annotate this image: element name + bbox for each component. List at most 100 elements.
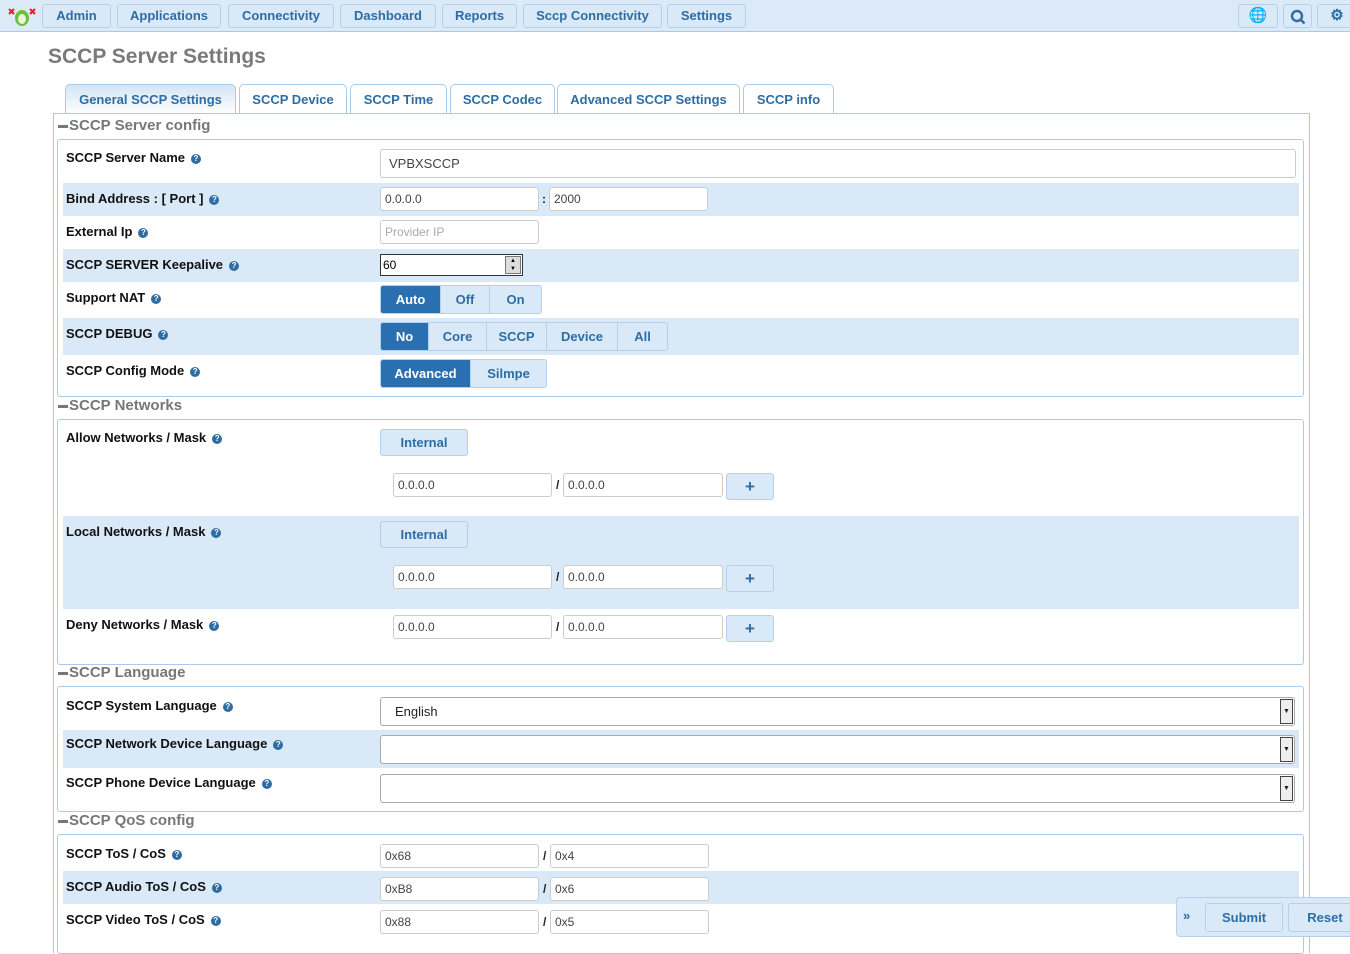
debug-core[interactable]: Core	[429, 323, 487, 350]
help-icon[interactable]: ?	[158, 330, 169, 340]
chevron-down-icon: ▼	[1280, 776, 1293, 801]
debug-all[interactable]: All	[618, 323, 667, 350]
logo-icon[interactable]	[6, 5, 38, 27]
search-icon[interactable]	[1283, 4, 1312, 28]
nav-settings[interactable]: Settings	[667, 4, 746, 28]
collapse-icon	[58, 404, 68, 408]
phone-device-language-select[interactable]: ▼	[380, 774, 1295, 803]
nav-applications[interactable]: Applications	[117, 4, 221, 28]
spinner-icon[interactable]: ▲ ▼	[505, 256, 521, 274]
help-icon[interactable]: ?	[209, 195, 220, 205]
help-icon[interactable]: ?	[171, 850, 182, 860]
nat-off[interactable]: Off	[441, 286, 490, 313]
separator: :	[542, 192, 546, 206]
section-networks[interactable]: SCCP Networks	[58, 397, 182, 414]
audio-cos-input[interactable]: 0x6	[550, 877, 709, 901]
add-local-network-button[interactable]: +	[726, 565, 774, 592]
label: SCCP Phone Device Language?	[66, 775, 272, 790]
mode-toggle-group: Advanced Silmpe	[380, 359, 547, 388]
language-icon[interactable]: 🌐	[1238, 4, 1278, 28]
help-icon[interactable]: ?	[190, 367, 201, 377]
help-icon[interactable]: ?	[261, 779, 272, 789]
allow-internal-button[interactable]: Internal	[380, 429, 468, 456]
row-external-ip: External Ip? Provider IP	[63, 216, 1299, 249]
nav-reports[interactable]: Reports	[442, 4, 517, 28]
debug-toggle-group: No Core SCCP Device All	[380, 322, 668, 351]
tab-info[interactable]: SCCP info	[743, 84, 834, 114]
help-icon[interactable]: ?	[211, 883, 222, 893]
page-title: SCCP Server Settings	[48, 45, 266, 68]
nav-admin[interactable]: Admin	[42, 4, 111, 28]
server-config-box	[57, 139, 1304, 397]
help-icon[interactable]: ?	[151, 294, 162, 304]
chevron-down-icon: ▼	[1280, 737, 1293, 762]
help-icon[interactable]: ?	[210, 916, 221, 926]
help-icon[interactable]: ?	[273, 740, 284, 750]
allow-ip-input[interactable]: 0.0.0.0	[393, 473, 552, 497]
network-device-language-select[interactable]: ▼	[380, 735, 1295, 764]
section-language[interactable]: SCCP Language	[58, 664, 185, 681]
section-qos[interactable]: SCCP QoS config	[58, 812, 195, 829]
mode-advanced[interactable]: Advanced	[381, 360, 471, 387]
label: SCCP SERVER Keepalive?	[66, 257, 240, 272]
bind-address-input[interactable]: 0.0.0.0	[380, 187, 539, 211]
keepalive-input[interactable]: 60 ▲ ▼	[380, 254, 523, 276]
help-icon[interactable]: ?	[222, 702, 233, 712]
cos-input[interactable]: 0x4	[550, 844, 709, 868]
label: Allow Networks / Mask?	[66, 430, 223, 445]
deny-mask-input[interactable]: 0.0.0.0	[563, 615, 723, 639]
debug-device[interactable]: Device	[547, 323, 618, 350]
tos-input[interactable]: 0x68	[380, 844, 539, 868]
external-ip-input[interactable]: Provider IP	[380, 220, 539, 244]
audio-tos-input[interactable]: 0xB8	[380, 877, 539, 901]
nat-auto[interactable]: Auto	[381, 286, 441, 313]
row-keepalive: SCCP SERVER Keepalive? 60 ▲ ▼	[63, 249, 1299, 282]
section-title: SCCP Server config	[69, 117, 211, 134]
submit-button[interactable]: Submit	[1205, 903, 1283, 932]
add-allow-network-button[interactable]: +	[726, 473, 774, 500]
add-deny-network-button[interactable]: +	[726, 615, 774, 642]
label: SCCP DEBUG?	[66, 326, 169, 341]
help-icon[interactable]: ?	[138, 228, 149, 238]
reset-button[interactable]: Reset	[1288, 903, 1350, 932]
debug-no[interactable]: No	[381, 323, 429, 350]
tab-general[interactable]: General SCCP Settings	[65, 84, 236, 114]
video-cos-input[interactable]: 0x5	[550, 910, 709, 934]
help-icon[interactable]: ?	[209, 621, 220, 631]
mode-simple[interactable]: Silmpe	[471, 360, 546, 387]
local-internal-button[interactable]: Internal	[380, 521, 468, 548]
tab-panel	[53, 113, 1310, 953]
server-name-input[interactable]: VPBXSCCP	[380, 149, 1296, 178]
section-server-config[interactable]: SCCP Server config	[58, 117, 210, 134]
nav-connectivity[interactable]: Connectivity	[228, 4, 334, 28]
collapse-icon	[58, 819, 68, 823]
system-language-select[interactable]: English ▼	[380, 697, 1295, 726]
nav-sccp-connectivity[interactable]: Sccp Connectivity	[523, 4, 662, 28]
tab-codec[interactable]: SCCP Codec	[450, 84, 555, 114]
deny-ip-input[interactable]: 0.0.0.0	[393, 615, 552, 639]
collapse-toggle-icon[interactable]: »	[1183, 908, 1191, 923]
tab-advanced[interactable]: Advanced SCCP Settings	[557, 84, 740, 114]
tab-device[interactable]: SCCP Device	[239, 84, 347, 114]
bind-port-input[interactable]: 2000	[549, 187, 708, 211]
debug-sccp[interactable]: SCCP	[487, 323, 547, 350]
local-mask-input[interactable]: 0.0.0.0	[563, 565, 723, 589]
row-system-language: SCCP System Language?	[63, 690, 1299, 730]
allow-mask-input[interactable]: 0.0.0.0	[563, 473, 723, 497]
row-support-nat: Support NAT? Auto Off On	[63, 282, 1299, 318]
tab-time[interactable]: SCCP Time	[350, 84, 447, 114]
help-icon[interactable]: ?	[229, 261, 240, 271]
top-nav-bar: Admin Applications Connectivity Dashboar…	[0, 0, 1350, 32]
help-icon[interactable]: ?	[211, 528, 222, 538]
nat-toggle-group: Auto Off On	[380, 285, 542, 314]
nav-dashboard[interactable]: Dashboard	[340, 4, 436, 28]
nat-on[interactable]: On	[490, 286, 541, 313]
help-icon[interactable]: ?	[191, 154, 201, 164]
local-ip-input[interactable]: 0.0.0.0	[393, 565, 552, 589]
video-tos-input[interactable]: 0x88	[380, 910, 539, 934]
help-icon[interactable]: ?	[212, 434, 223, 444]
gear-icon[interactable]: ⚙	[1317, 4, 1350, 28]
row-phone-device-language: SCCP Phone Device Language?	[63, 768, 1299, 808]
label: Deny Networks / Mask?	[66, 617, 220, 632]
row-video-tos: SCCP Video ToS / CoS? 0x88 / 0x5	[63, 904, 1299, 940]
